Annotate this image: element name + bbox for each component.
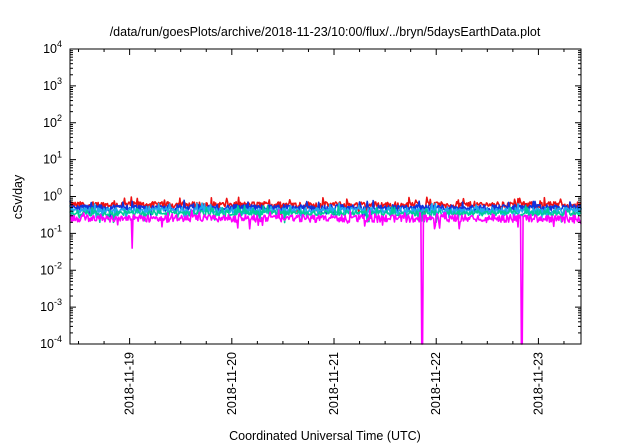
y-tick-label: 10-1 xyxy=(40,223,62,240)
x-tick-label: 2018-11-21 xyxy=(327,352,341,415)
series-line-4 xyxy=(69,209,582,345)
y-tick-label: 10-3 xyxy=(40,297,62,314)
x-tick-label: 2018-11-23 xyxy=(531,352,545,415)
y-tick-label: 10-2 xyxy=(40,260,62,277)
chart-title: /data/run/goesPlots/archive/2018-11-23/1… xyxy=(110,25,541,39)
y-tick-label: 102 xyxy=(43,113,62,130)
y-axis-label: cSv/day xyxy=(11,174,25,219)
y-tick-label: 10-4 xyxy=(40,334,62,351)
y-tick-label: 101 xyxy=(43,150,62,167)
x-tick-label: 2018-11-22 xyxy=(429,352,443,415)
y-tick-label: 104 xyxy=(43,39,62,56)
plot-frame xyxy=(69,48,582,345)
x-axis-label: Coordinated Universal Time (UTC) xyxy=(229,429,421,443)
x-tick-label: 2018-11-20 xyxy=(225,352,239,415)
x-tick-label: 2018-11-19 xyxy=(123,352,137,415)
x-axis: 2018-11-19 2018-11-20 2018-11-21 2018-11-22… xyxy=(78,49,565,415)
y-axis: 10-4 10-3 10-2 10-1 100 101 102 103 104 xyxy=(40,39,581,351)
series-line-3 xyxy=(69,205,582,224)
y-tick-label: 103 xyxy=(43,76,62,93)
y-tick-label: 100 xyxy=(43,187,62,204)
series-layer xyxy=(69,196,582,345)
